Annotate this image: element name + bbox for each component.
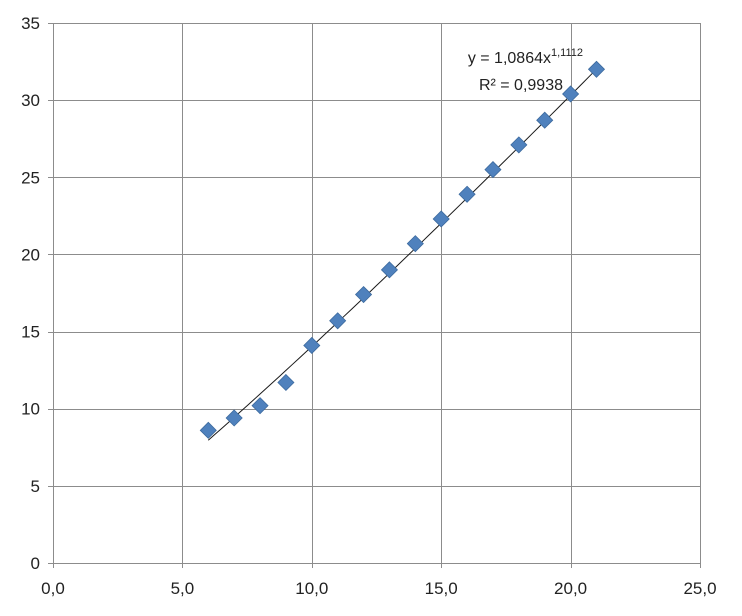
trendline-equation-base: y = 1,0864x: [468, 50, 551, 67]
data-point: [562, 85, 580, 103]
y-tick-label: 15: [21, 323, 40, 342]
grid: [53, 23, 701, 563]
trendline: [207, 68, 597, 441]
trendline-equation: y = 1,0864x1,1112: [468, 47, 583, 67]
data-point: [380, 261, 399, 279]
x-tick-label: 0,0: [41, 579, 65, 598]
y-tick-label: 35: [21, 14, 40, 33]
data-point: [225, 409, 243, 427]
data-point: [251, 397, 269, 415]
trendline-equation-exponent: 1,1112: [551, 47, 583, 59]
x-tick-label: 20,0: [554, 579, 587, 598]
data-points: [199, 60, 606, 439]
data-point: [536, 111, 554, 129]
data-point: [587, 60, 606, 78]
axes: [48, 23, 701, 568]
data-point: [277, 373, 295, 392]
y-tick-label: 5: [31, 477, 40, 496]
data-point: [458, 185, 476, 203]
data-point: [329, 312, 347, 330]
y-tick-label: 30: [21, 91, 40, 110]
y-tick-label: 10: [21, 400, 40, 419]
data-point: [406, 235, 424, 253]
data-point: [303, 336, 321, 355]
y-tick-label: 25: [21, 168, 40, 187]
x-tick-label: 15,0: [425, 579, 458, 598]
x-tick-label: 25,0: [683, 579, 716, 598]
x-tick-label: 10,0: [295, 579, 328, 598]
data-point: [199, 421, 217, 439]
trendline-r-squared: R² = 0,9938: [479, 77, 563, 94]
data-point: [432, 210, 450, 228]
trendline-curve: [207, 68, 597, 441]
y-tick-label: 0: [31, 554, 40, 573]
y-tick-labels: 0 5 10 15 20 25 30 35: [21, 14, 40, 573]
y-tick-label: 20: [21, 245, 40, 264]
data-point: [354, 285, 373, 304]
data-point: [484, 161, 502, 179]
data-point: [510, 136, 528, 154]
x-tick-labels: 0,0 5,0 10,0 15,0 20,0 25,0: [41, 579, 716, 598]
x-tick-label: 5,0: [171, 579, 195, 598]
